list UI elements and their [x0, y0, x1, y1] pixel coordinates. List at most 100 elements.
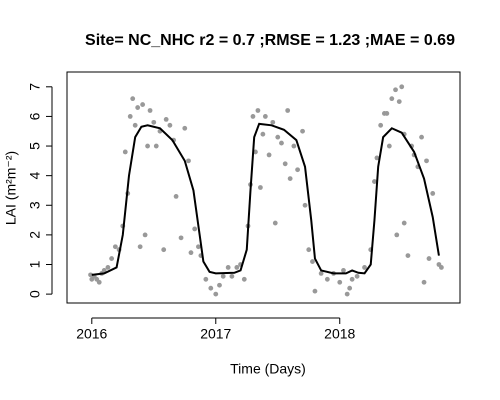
data-point — [122, 149, 128, 155]
data-point — [112, 244, 118, 250]
data-point — [88, 272, 93, 278]
data-point — [405, 253, 411, 259]
data-point — [389, 96, 395, 102]
y-tick-label: 2 — [27, 231, 43, 239]
data-point — [188, 250, 194, 256]
data-point — [354, 273, 360, 279]
data-point — [378, 122, 384, 128]
data-point — [349, 276, 355, 282]
data-point — [287, 176, 293, 182]
y-tick-label: 3 — [27, 201, 43, 209]
data-point — [341, 268, 346, 273]
data-point — [192, 226, 198, 232]
data-point — [151, 119, 157, 125]
x-tick-label: 2018 — [324, 326, 355, 342]
data-point — [424, 158, 429, 164]
data-point — [153, 143, 159, 149]
data-point — [291, 143, 297, 149]
data-point — [241, 276, 247, 282]
data-point — [324, 276, 330, 282]
data-point — [167, 122, 173, 128]
data-point — [318, 270, 324, 276]
data-point — [255, 108, 261, 113]
data-point — [101, 268, 107, 273]
y-tick-label: 6 — [27, 112, 43, 120]
data-point — [96, 279, 102, 285]
data-point — [279, 140, 284, 146]
y-tick-label: 5 — [27, 142, 43, 150]
data-point — [145, 143, 150, 149]
data-point — [396, 99, 402, 105]
data-point — [282, 161, 288, 167]
data-point — [421, 279, 427, 285]
data-point — [270, 119, 276, 125]
data-point — [401, 220, 407, 226]
data-point — [229, 273, 235, 279]
data-point — [372, 179, 377, 184]
data-point — [419, 134, 424, 140]
data-point — [337, 279, 343, 285]
data-point — [203, 276, 209, 282]
x-tick-label: 2017 — [200, 326, 231, 342]
data-point — [182, 125, 188, 131]
data-point — [266, 152, 272, 158]
data-point — [208, 285, 214, 291]
y-tick-label: 4 — [27, 172, 43, 180]
data-point — [109, 256, 115, 261]
y-tick-label: 0 — [27, 290, 43, 298]
data-point — [213, 291, 219, 297]
data-point — [430, 191, 436, 196]
data-point — [386, 143, 392, 149]
data-point — [186, 158, 191, 164]
data-point — [393, 87, 398, 93]
data-point — [234, 265, 240, 270]
data-point — [132, 122, 138, 128]
data-point — [196, 244, 201, 250]
data-point — [384, 111, 390, 116]
data-point — [147, 108, 153, 113]
data-point — [135, 105, 141, 110]
data-point — [217, 282, 222, 288]
data-point — [225, 265, 231, 270]
data-point — [140, 102, 146, 107]
data-point — [258, 185, 263, 190]
data-point — [347, 285, 353, 291]
data-point — [260, 131, 266, 137]
data-point — [250, 114, 256, 119]
x-tick-label: 2016 — [76, 326, 107, 342]
data-point — [163, 116, 169, 122]
data-point — [130, 96, 136, 102]
data-point — [310, 259, 315, 264]
data-point — [105, 265, 111, 270]
data-point — [439, 265, 444, 270]
data-point — [262, 114, 268, 119]
data-point — [302, 202, 308, 208]
data-point — [312, 288, 318, 294]
data-point — [394, 232, 400, 238]
data-point — [275, 134, 281, 140]
data-point — [344, 291, 350, 297]
data-point — [399, 84, 405, 90]
data-point — [306, 247, 312, 253]
data-point — [295, 167, 300, 173]
x-axis-label: Time (Days) — [230, 361, 306, 377]
data-point — [272, 220, 278, 226]
y-tick-label: 7 — [27, 83, 43, 91]
data-point — [220, 273, 226, 279]
data-point — [374, 155, 380, 161]
data-point — [137, 244, 143, 250]
data-point — [142, 232, 148, 238]
chart-title: Site= NC_NHC r2 = 0.7 ;RMSE = 1.23 ;MAE … — [85, 32, 455, 49]
fit-line — [91, 122, 440, 276]
data-point — [285, 108, 291, 113]
data-point — [161, 247, 167, 253]
y-axis-label: LAI (m²m⁻²) — [3, 151, 19, 225]
data-point — [127, 114, 133, 119]
data-point — [173, 193, 179, 199]
data-point — [300, 128, 305, 134]
data-point — [178, 235, 184, 241]
data-point — [362, 265, 367, 270]
plot-box — [66, 71, 461, 304]
